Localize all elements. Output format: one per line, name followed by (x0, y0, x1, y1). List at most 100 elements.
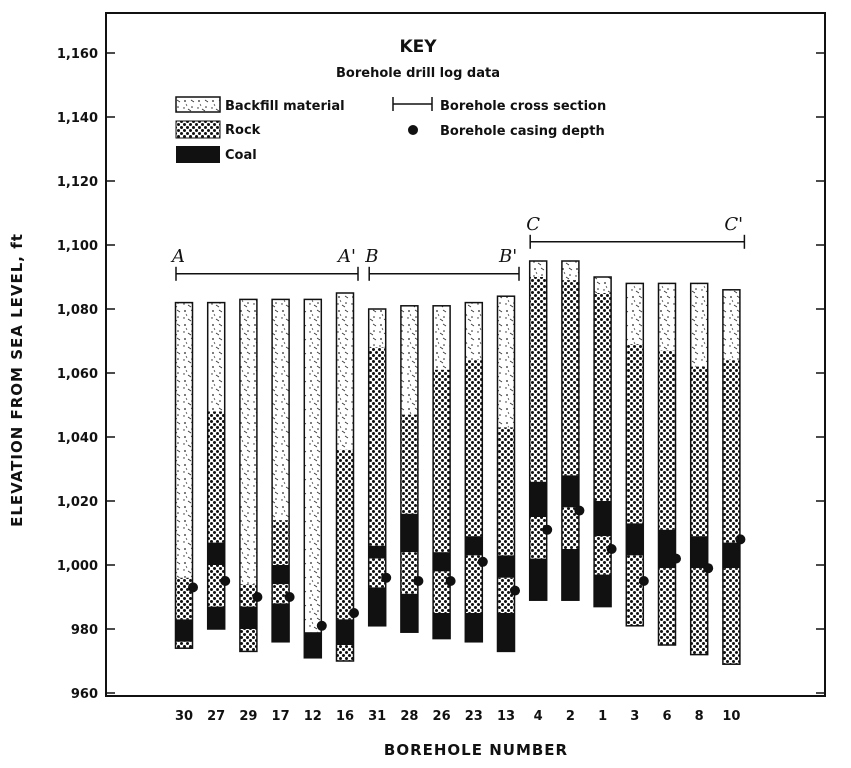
layer-coal (626, 523, 644, 556)
borehole-outline (271, 298, 290, 643)
layer-rock (529, 517, 547, 559)
layer-backfill (722, 289, 740, 361)
borehole-column (496, 295, 516, 653)
layer-backfill (561, 261, 579, 281)
layer-coal (368, 587, 386, 626)
casing-depth-dot (671, 553, 681, 564)
borehole-outline (528, 260, 548, 601)
cross-section-start-label: B (364, 246, 378, 267)
x-axis: 30 27 29 17 12 16 31 28 26 23 13 4 2 1 3 6 8 10 (175, 709, 740, 724)
casing-depth-dot (542, 524, 553, 535)
layer-rock (433, 369, 451, 553)
borehole-column (689, 282, 709, 656)
borehole-outline (400, 305, 419, 633)
cross-section-end-label: A' (336, 246, 356, 267)
layer-backfill (304, 299, 322, 633)
casing-depth-dot (349, 608, 359, 618)
layer-rock (465, 360, 483, 537)
layer-backfill (658, 283, 676, 351)
layer-coal (529, 558, 547, 601)
casing-depth-markers (188, 505, 746, 631)
borehole-outline (657, 282, 677, 646)
layer-rock (272, 520, 290, 565)
layer-coal (175, 619, 193, 642)
key-legend: KEY Borehole drill log data Backfill mat… (175, 37, 606, 163)
layer-coal (272, 603, 290, 642)
layer-backfill (433, 305, 451, 370)
layer-coal (722, 542, 740, 569)
casing-depth-dot (284, 592, 295, 602)
casing-depth-dot (703, 563, 714, 574)
layer-rock (594, 293, 612, 501)
x-tick-label: 17 (272, 709, 290, 724)
layer-backfill (626, 283, 644, 345)
layer-rock (207, 565, 225, 607)
layer-rock (239, 584, 257, 607)
layer-rock (690, 366, 708, 537)
key-label-cross-section: Borehole cross section (440, 99, 606, 114)
layer-backfill (465, 302, 483, 361)
casing-depth-dot (510, 585, 520, 596)
layer-rock (272, 584, 290, 604)
key-swatch-coal (176, 146, 220, 163)
layer-coal (497, 555, 515, 578)
x-tick-label: 8 (695, 709, 704, 724)
casing-depth-dot (574, 505, 585, 516)
layer-coal (400, 593, 418, 633)
layer-coal (336, 619, 354, 645)
x-tick-label: 30 (175, 709, 193, 724)
borehole-column (464, 301, 484, 643)
casing-depth-dot (413, 576, 424, 586)
x-tick-label: 28 (400, 709, 418, 724)
layer-coal (272, 565, 290, 585)
casing-depth-dot (638, 576, 649, 586)
layer-coal (207, 606, 225, 629)
y-tick-label: 1,140 (57, 111, 98, 126)
x-tick-label: 13 (497, 709, 515, 724)
layer-backfill (594, 277, 612, 293)
layer-coal (368, 545, 386, 559)
layer-backfill (529, 261, 547, 277)
cross-section-start-label: C (526, 214, 540, 235)
layer-coal (304, 632, 322, 658)
layer-backfill (207, 302, 225, 412)
borehole-column (593, 276, 612, 608)
borehole-outline (367, 308, 387, 627)
plot-area-frame (105, 12, 826, 697)
layer-rock (529, 277, 547, 482)
key-casing-symbol (408, 125, 418, 135)
key-label-casing: Borehole casing depth (440, 124, 605, 139)
key-swatch-backfill (175, 96, 221, 113)
key-label-backfill: Backfill material (225, 99, 345, 114)
casing-depth-dot (188, 582, 198, 593)
layer-backfill (690, 283, 708, 367)
y-axis-title: ELEVATION FROM SEA LEVEL, ft (8, 233, 26, 527)
layer-backfill (368, 309, 386, 348)
layer-rock (368, 558, 386, 588)
borehole-outline (561, 260, 580, 601)
layer-rock (368, 347, 386, 546)
borehole-column (722, 289, 741, 665)
borehole-outline (464, 301, 484, 643)
layer-rock (336, 449, 354, 620)
x-tick-label: 31 (368, 709, 386, 724)
key-subtitle: Borehole drill log data (336, 66, 500, 81)
borehole-outline (689, 282, 709, 656)
x-tick-label: 26 (433, 709, 451, 724)
casing-depth-dot (445, 576, 456, 586)
cross-section-start-label: A (170, 246, 185, 267)
layer-rock (658, 350, 676, 530)
borehole-column (206, 301, 226, 630)
key-title: KEY (399, 37, 437, 57)
y-tick-label: 1,040 (57, 431, 98, 446)
y-tick-label: 1,020 (57, 495, 98, 510)
borehole-outline (625, 282, 645, 627)
borehole-column (625, 282, 645, 627)
layer-rock (336, 645, 354, 661)
borehole-outline (432, 305, 451, 640)
x-tick-label: 2 (566, 709, 575, 724)
layer-backfill (272, 299, 290, 521)
y-tick-label: 960 (71, 687, 98, 702)
x-tick-label: 1 (598, 709, 607, 724)
